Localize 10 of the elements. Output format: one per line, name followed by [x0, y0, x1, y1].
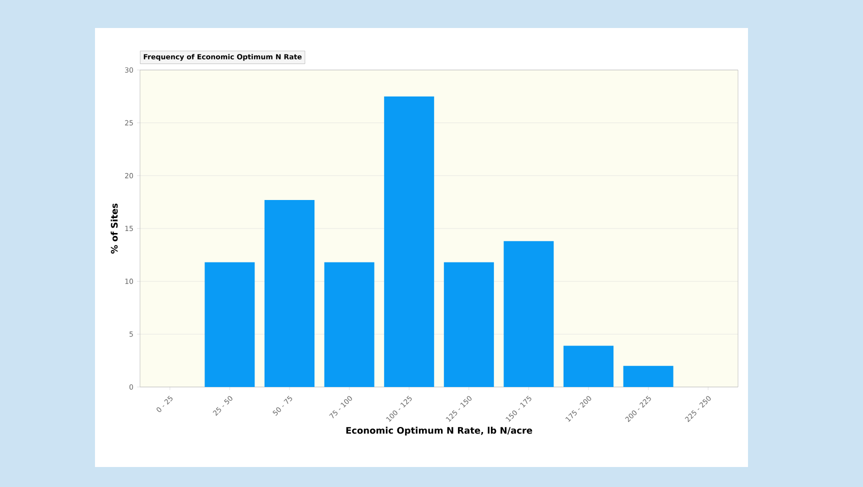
bar: [444, 262, 494, 387]
y-axis-title: % of Sites: [110, 204, 118, 254]
bar: [264, 200, 315, 387]
bar: [384, 96, 434, 387]
bar: [324, 262, 374, 387]
bar: [623, 366, 674, 387]
bar: [504, 241, 554, 387]
x-axis-title: Economic Optimum N Rate, lb N/acre: [346, 426, 532, 436]
bar: [564, 346, 614, 387]
bar: [204, 262, 255, 387]
